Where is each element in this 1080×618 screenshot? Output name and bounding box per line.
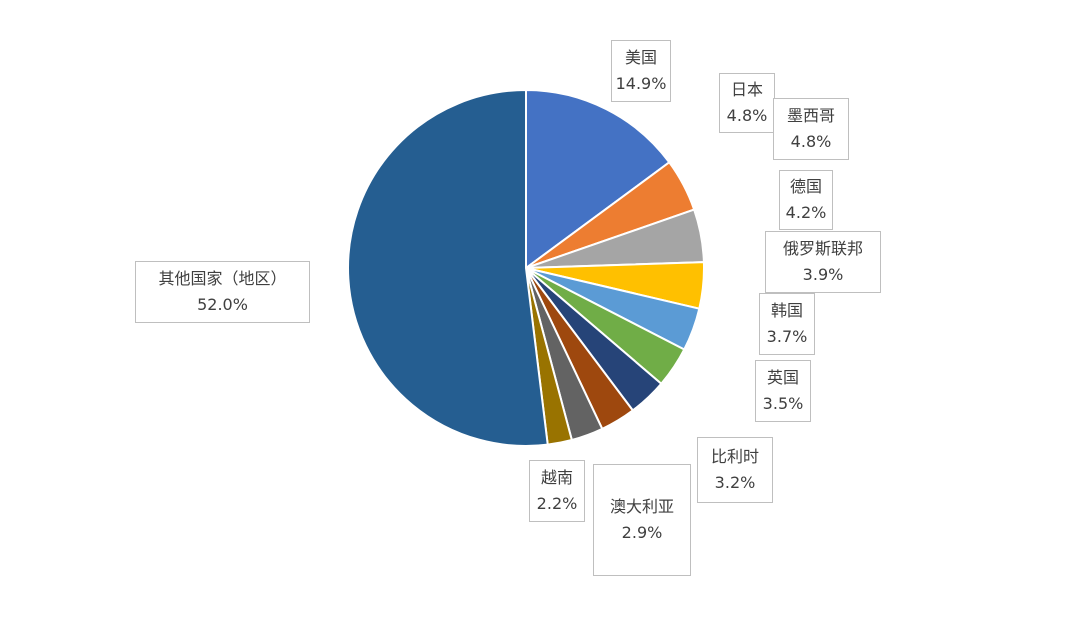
slice-label-name: 澳大利亚	[609, 497, 674, 516]
slice-label-name: 德国	[789, 177, 822, 196]
slice-label: 美国 14.9%	[611, 40, 671, 102]
pie-slice	[525, 89, 671, 269]
slice-label: 韩国 3.7%	[759, 293, 815, 355]
pie-slice	[347, 89, 549, 447]
slice-label-name: 日本	[730, 80, 763, 99]
slice-label: 澳大利亚 2.9%	[593, 464, 691, 576]
slice-label-value: 3.5%	[762, 394, 804, 413]
slice-label-value: 4.8%	[790, 132, 832, 151]
slice-label-name: 比利时	[710, 447, 759, 466]
slice-label: 比利时 3.2%	[697, 437, 773, 503]
slice-label-name: 英国	[766, 368, 799, 387]
slice-label: 越南 2.2%	[529, 460, 585, 522]
slice-label-value: 4.2%	[785, 203, 827, 222]
slice-label-value: 4.8%	[726, 106, 768, 125]
slice-label: 英国 3.5%	[755, 360, 811, 422]
slice-label-value: 2.2%	[536, 494, 578, 513]
slice-label-value: 52.0%	[197, 295, 248, 314]
slice-label-name: 其他国家（地区）	[158, 269, 287, 288]
slice-label-value: 14.9%	[615, 74, 667, 93]
slice-label: 日本 4.8%	[719, 73, 775, 133]
slice-label: 墨西哥 4.8%	[773, 98, 849, 160]
slice-label-name: 墨西哥	[786, 106, 835, 125]
slice-label-name: 俄罗斯联邦	[782, 239, 863, 258]
slice-label-value: 3.9%	[802, 265, 844, 284]
slice-label-name: 越南	[540, 468, 573, 487]
slice-label: 其他国家（地区） 52.0%	[135, 261, 310, 323]
slice-label: 德国 4.2%	[779, 170, 833, 230]
slice-label-name: 美国	[624, 48, 657, 67]
slice-label-name: 韩国	[770, 301, 803, 320]
slice-label-value: 3.2%	[714, 473, 756, 492]
slice-label-value: 3.7%	[766, 327, 808, 346]
slice-label-value: 2.9%	[621, 523, 663, 542]
slice-label: 俄罗斯联邦 3.9%	[765, 231, 881, 293]
